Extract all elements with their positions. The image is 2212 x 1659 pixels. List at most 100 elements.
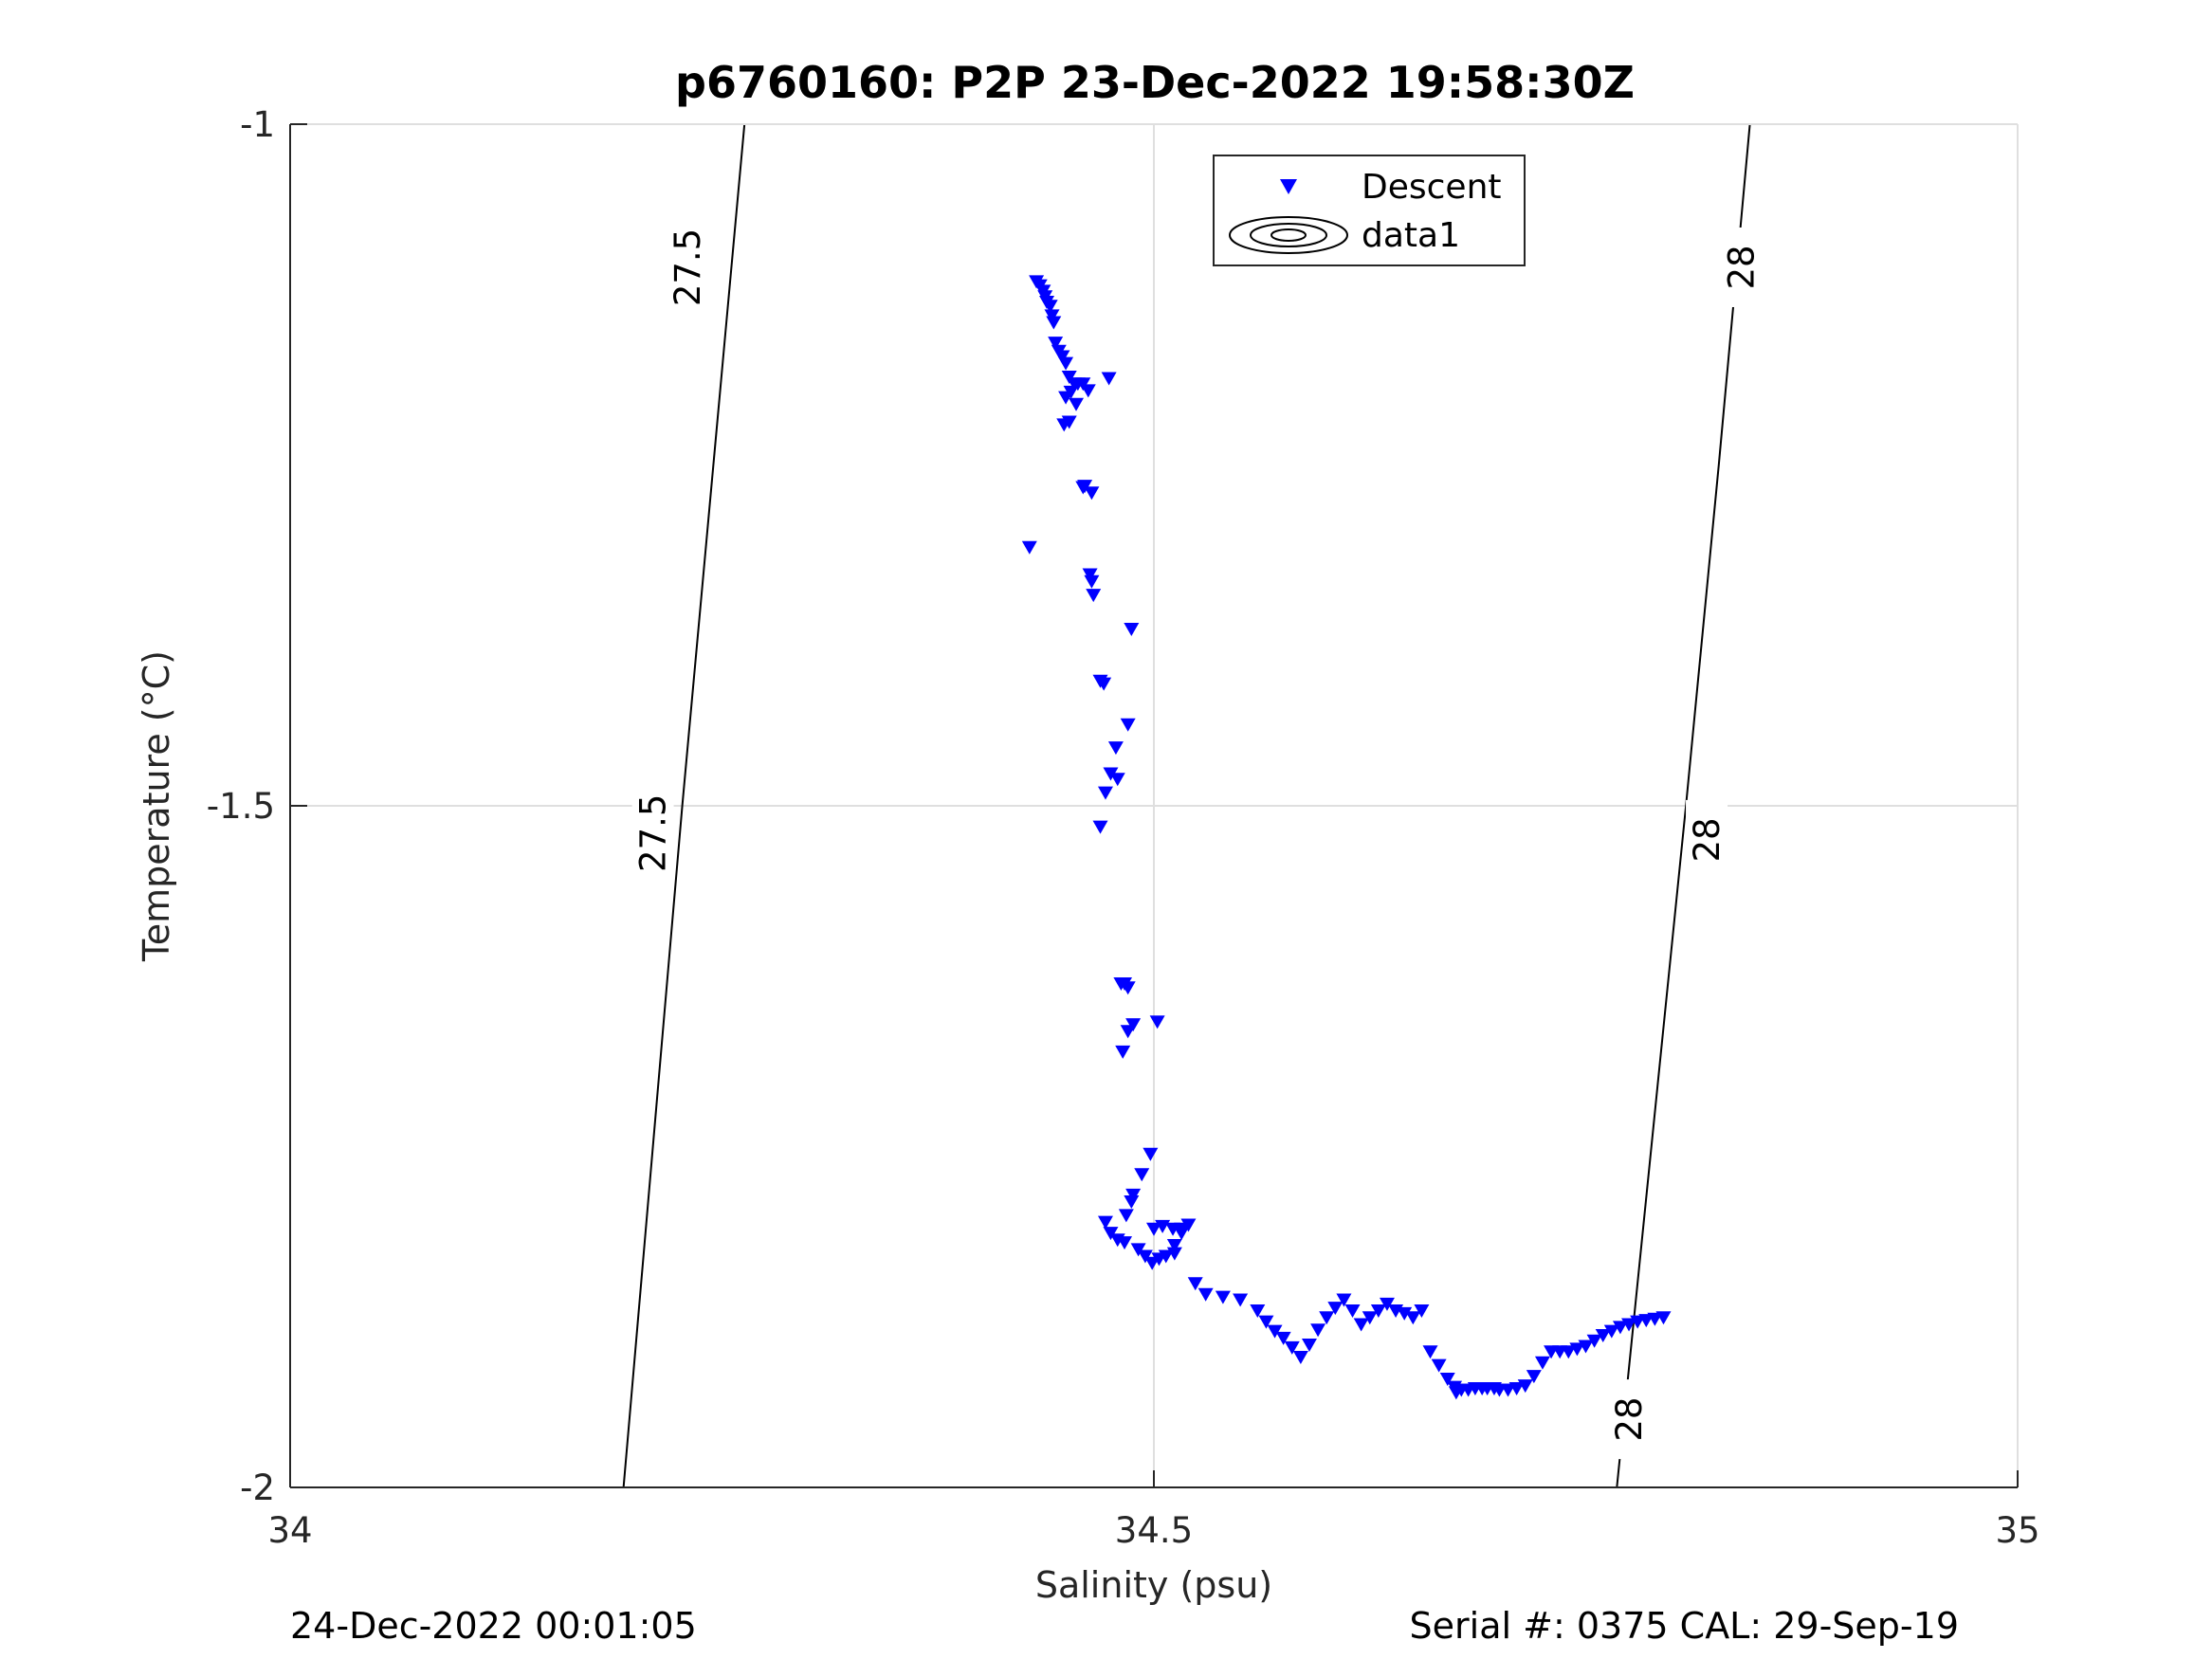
descent-point [1250,1304,1266,1319]
density-contours: 27.5 27.5 28 28 28 [622,123,1763,1488]
descent-point [1107,741,1124,756]
legend-descent-label: Descent [1362,168,1502,207]
descent-point [1655,1311,1672,1325]
descent-point [1120,1025,1136,1039]
descent-point [1075,377,1091,392]
descent-point [1075,481,1091,495]
descent-point [1439,1372,1455,1386]
descent-point [1414,1304,1430,1319]
descent-point [1120,718,1136,732]
descent-point [1327,1302,1344,1316]
y-axis-label: Temperature (°C) [136,650,177,962]
descent-point [1258,1315,1274,1329]
legend-data1-label: data1 [1362,216,1460,255]
descent-point [1124,623,1140,637]
descent-point [1134,1168,1150,1182]
legend: Descent data1 [1213,155,1526,266]
contour-label-gap [667,227,709,307]
y-tick-label-1: -1.5 [207,786,275,827]
descent-point [1103,767,1119,781]
contour-label-28: 28 [1721,245,1762,289]
descent-point [1603,1324,1619,1339]
descent-point [1215,1290,1231,1304]
descent-point [1174,1227,1190,1241]
descent-point [1233,1293,1249,1307]
descent-point [1292,1350,1308,1364]
descent-point [1101,372,1117,386]
descent-point [1117,1236,1133,1250]
descent-point [1058,391,1074,405]
descent-point [1362,1311,1378,1325]
descent-point [1197,1287,1214,1302]
contour-line-27-5 [622,123,746,1488]
contour-label-gap [1608,1379,1651,1460]
descent-point [1097,1215,1113,1230]
descent-series [1021,275,1672,1400]
contour-label-gap [631,793,674,873]
descent-point [1096,677,1112,691]
descent-point [1508,1382,1525,1396]
descent-point [1086,589,1102,603]
descent-point [1124,1195,1140,1210]
x-tick-label-2: 35 [1995,1510,2039,1551]
footer-serial-cal: Serial #: 0375 CAL: 29-Sep-19 [1410,1605,1959,1647]
descent-point [1422,1345,1438,1359]
descent-point [1109,773,1125,787]
descent-point [1180,1218,1197,1232]
y-tick-label-2: -1 [240,104,275,145]
descent-point [1578,1340,1594,1354]
descent-point [1082,568,1098,582]
legend-descent-marker [1280,179,1297,194]
contour-label-gap [1720,227,1763,307]
descent-point [1526,1370,1542,1384]
descent-point [1319,1311,1335,1325]
descent-point [1130,1243,1146,1257]
contour-label-27-5: 27.5 [667,228,708,306]
descent-point [1125,1188,1142,1202]
chart-title: p6760160: P2P 23-Dec-2022 19:58:30Z [675,57,1635,108]
descent-point [1275,1331,1291,1345]
contour-label-27-5: 27.5 [633,794,674,872]
descent-point [1042,300,1058,314]
descent-point [1397,1306,1413,1321]
descent-point [1084,486,1100,501]
contour-label-gap [1686,799,1728,880]
y-tick-label-0: -2 [240,1468,275,1508]
descent-point [1379,1297,1395,1311]
legend-contour-icon [1229,216,1348,254]
descent-point [1084,574,1100,589]
descent-point [1069,397,1085,411]
descent-point [1405,1311,1421,1325]
contour-label-28: 28 [1609,1397,1650,1442]
descent-point [1146,1222,1161,1236]
descent-point [1149,1015,1165,1030]
footer-timestamp: 24-Dec-2022 00:01:05 [290,1605,697,1647]
descent-point [1267,1324,1283,1339]
descent-point [1120,981,1136,995]
descent-point [1301,1339,1317,1353]
descent-point [1353,1318,1369,1332]
descent-point [1021,540,1037,555]
descent-point [1092,820,1108,834]
descent-point [1166,1247,1182,1261]
x-axis-label: Salinity (psu) [1035,1564,1272,1606]
descent-point [1061,371,1077,385]
descent-point [1046,316,1062,330]
descent-point [1517,1379,1533,1394]
descent-point [1595,1328,1611,1342]
descent-point [1370,1304,1386,1319]
descent-point [1612,1321,1628,1335]
descent-point [1137,1249,1153,1264]
descent-point [1284,1340,1300,1355]
x-tick-label-1: 34.5 [1115,1510,1193,1551]
descent-point [1097,786,1113,800]
descent-point [1125,1018,1142,1032]
descent-point [1586,1334,1602,1348]
descent-point [1344,1304,1361,1319]
descent-point [1569,1342,1585,1357]
x-tick-label-0: 34 [267,1510,312,1551]
descent-point [1058,356,1074,371]
descent-point [1056,418,1072,432]
descent-point [1431,1358,1447,1373]
